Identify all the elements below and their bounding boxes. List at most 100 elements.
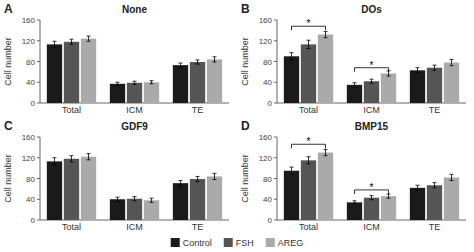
bar: [318, 153, 333, 220]
panel: ANoneCell number04080120160TotalICMTE: [3, 2, 229, 115]
bar: [81, 39, 96, 103]
x-tick-label: ICM: [363, 105, 380, 115]
error-bar: [433, 183, 437, 188]
legend-item: Control: [171, 238, 212, 248]
error-bar: [196, 60, 200, 64]
error-cap: [133, 81, 137, 82]
y-tick-label: 80: [263, 175, 272, 184]
bar: [444, 63, 459, 103]
title: GDF9: [121, 121, 148, 132]
bar: [301, 44, 316, 103]
error-cap: [324, 155, 328, 156]
bar: [144, 82, 159, 103]
title: BMP15: [355, 121, 389, 132]
error-line: [354, 201, 355, 204]
legend-label: FSH: [236, 238, 254, 248]
error-bar: [387, 194, 391, 198]
error-line: [214, 173, 215, 179]
legend-swatch: [171, 238, 180, 247]
error-line: [117, 197, 118, 201]
error-cap: [352, 86, 356, 87]
error-cap: [196, 59, 200, 60]
error-cap: [52, 165, 56, 166]
error-cap: [70, 155, 74, 156]
bar: [207, 59, 222, 103]
error-bar: [307, 157, 311, 164]
bar: [47, 161, 62, 220]
error-cap: [370, 195, 374, 196]
error-cap: [433, 70, 437, 71]
error-cap: [433, 65, 437, 66]
error-bar: [352, 83, 356, 87]
significance-label: *: [370, 60, 374, 71]
error-line: [371, 79, 372, 83]
error-line: [197, 60, 198, 64]
error-cap: [87, 159, 91, 160]
error-bar: [289, 167, 293, 174]
error-line: [325, 31, 326, 37]
legend-swatch: [266, 238, 275, 247]
title: None: [122, 4, 147, 15]
error-cap: [87, 41, 91, 42]
error-cap: [196, 176, 200, 177]
error-line: [325, 149, 326, 155]
error-line: [291, 167, 292, 174]
error-line: [88, 36, 89, 41]
bar: [444, 177, 459, 220]
bar: [173, 183, 188, 220]
error-bar: [450, 59, 454, 65]
error-cap: [213, 173, 217, 174]
bar: [110, 84, 125, 103]
y-tick-label: 160: [259, 133, 273, 142]
error-line: [434, 183, 435, 188]
error-line: [434, 65, 435, 70]
error-line: [134, 81, 135, 84]
bar: [301, 160, 316, 220]
error-cap: [450, 174, 454, 175]
error-cap: [115, 197, 119, 198]
error-cap: [150, 198, 154, 199]
y-tick-label: 0: [268, 99, 273, 108]
error-line: [71, 39, 72, 44]
error-line: [197, 176, 198, 181]
error-line: [134, 197, 135, 201]
y-tick-label: 80: [263, 58, 272, 67]
y-tick-label: 0: [31, 216, 36, 225]
error-cap: [178, 67, 182, 68]
error-bar: [352, 201, 356, 204]
error-cap: [87, 36, 91, 37]
error-cap: [324, 149, 328, 150]
error-cap: [150, 83, 154, 84]
legend-swatch: [224, 238, 233, 247]
y-tick-label: 80: [26, 175, 35, 184]
panel: BDOsCell number04080120160TotalICMTE**: [240, 2, 466, 115]
error-cap: [196, 181, 200, 182]
bar: [347, 202, 362, 220]
error-cap: [307, 156, 311, 157]
bar: [64, 42, 79, 103]
bar: [381, 73, 396, 103]
legend-label: AREG: [278, 238, 304, 248]
bar: [381, 196, 396, 220]
error-cap: [289, 52, 293, 53]
bar: [190, 179, 205, 220]
significance-label: *: [307, 136, 311, 147]
error-bar: [450, 174, 454, 180]
x-tick-label: Total: [62, 105, 81, 115]
error-bar: [150, 198, 154, 202]
error-bar: [213, 57, 217, 62]
error-cap: [178, 63, 182, 64]
error-cap: [289, 167, 293, 168]
error-cap: [87, 153, 91, 154]
error-line: [417, 185, 418, 190]
error-bar: [213, 173, 217, 179]
error-cap: [52, 41, 56, 42]
error-line: [388, 194, 389, 198]
error-cap: [70, 39, 74, 40]
bar: [207, 176, 222, 220]
error-cap: [450, 59, 454, 60]
error-bar: [133, 81, 137, 84]
error-line: [291, 53, 292, 60]
panel-label: C: [4, 119, 13, 133]
error-cap: [115, 201, 119, 202]
